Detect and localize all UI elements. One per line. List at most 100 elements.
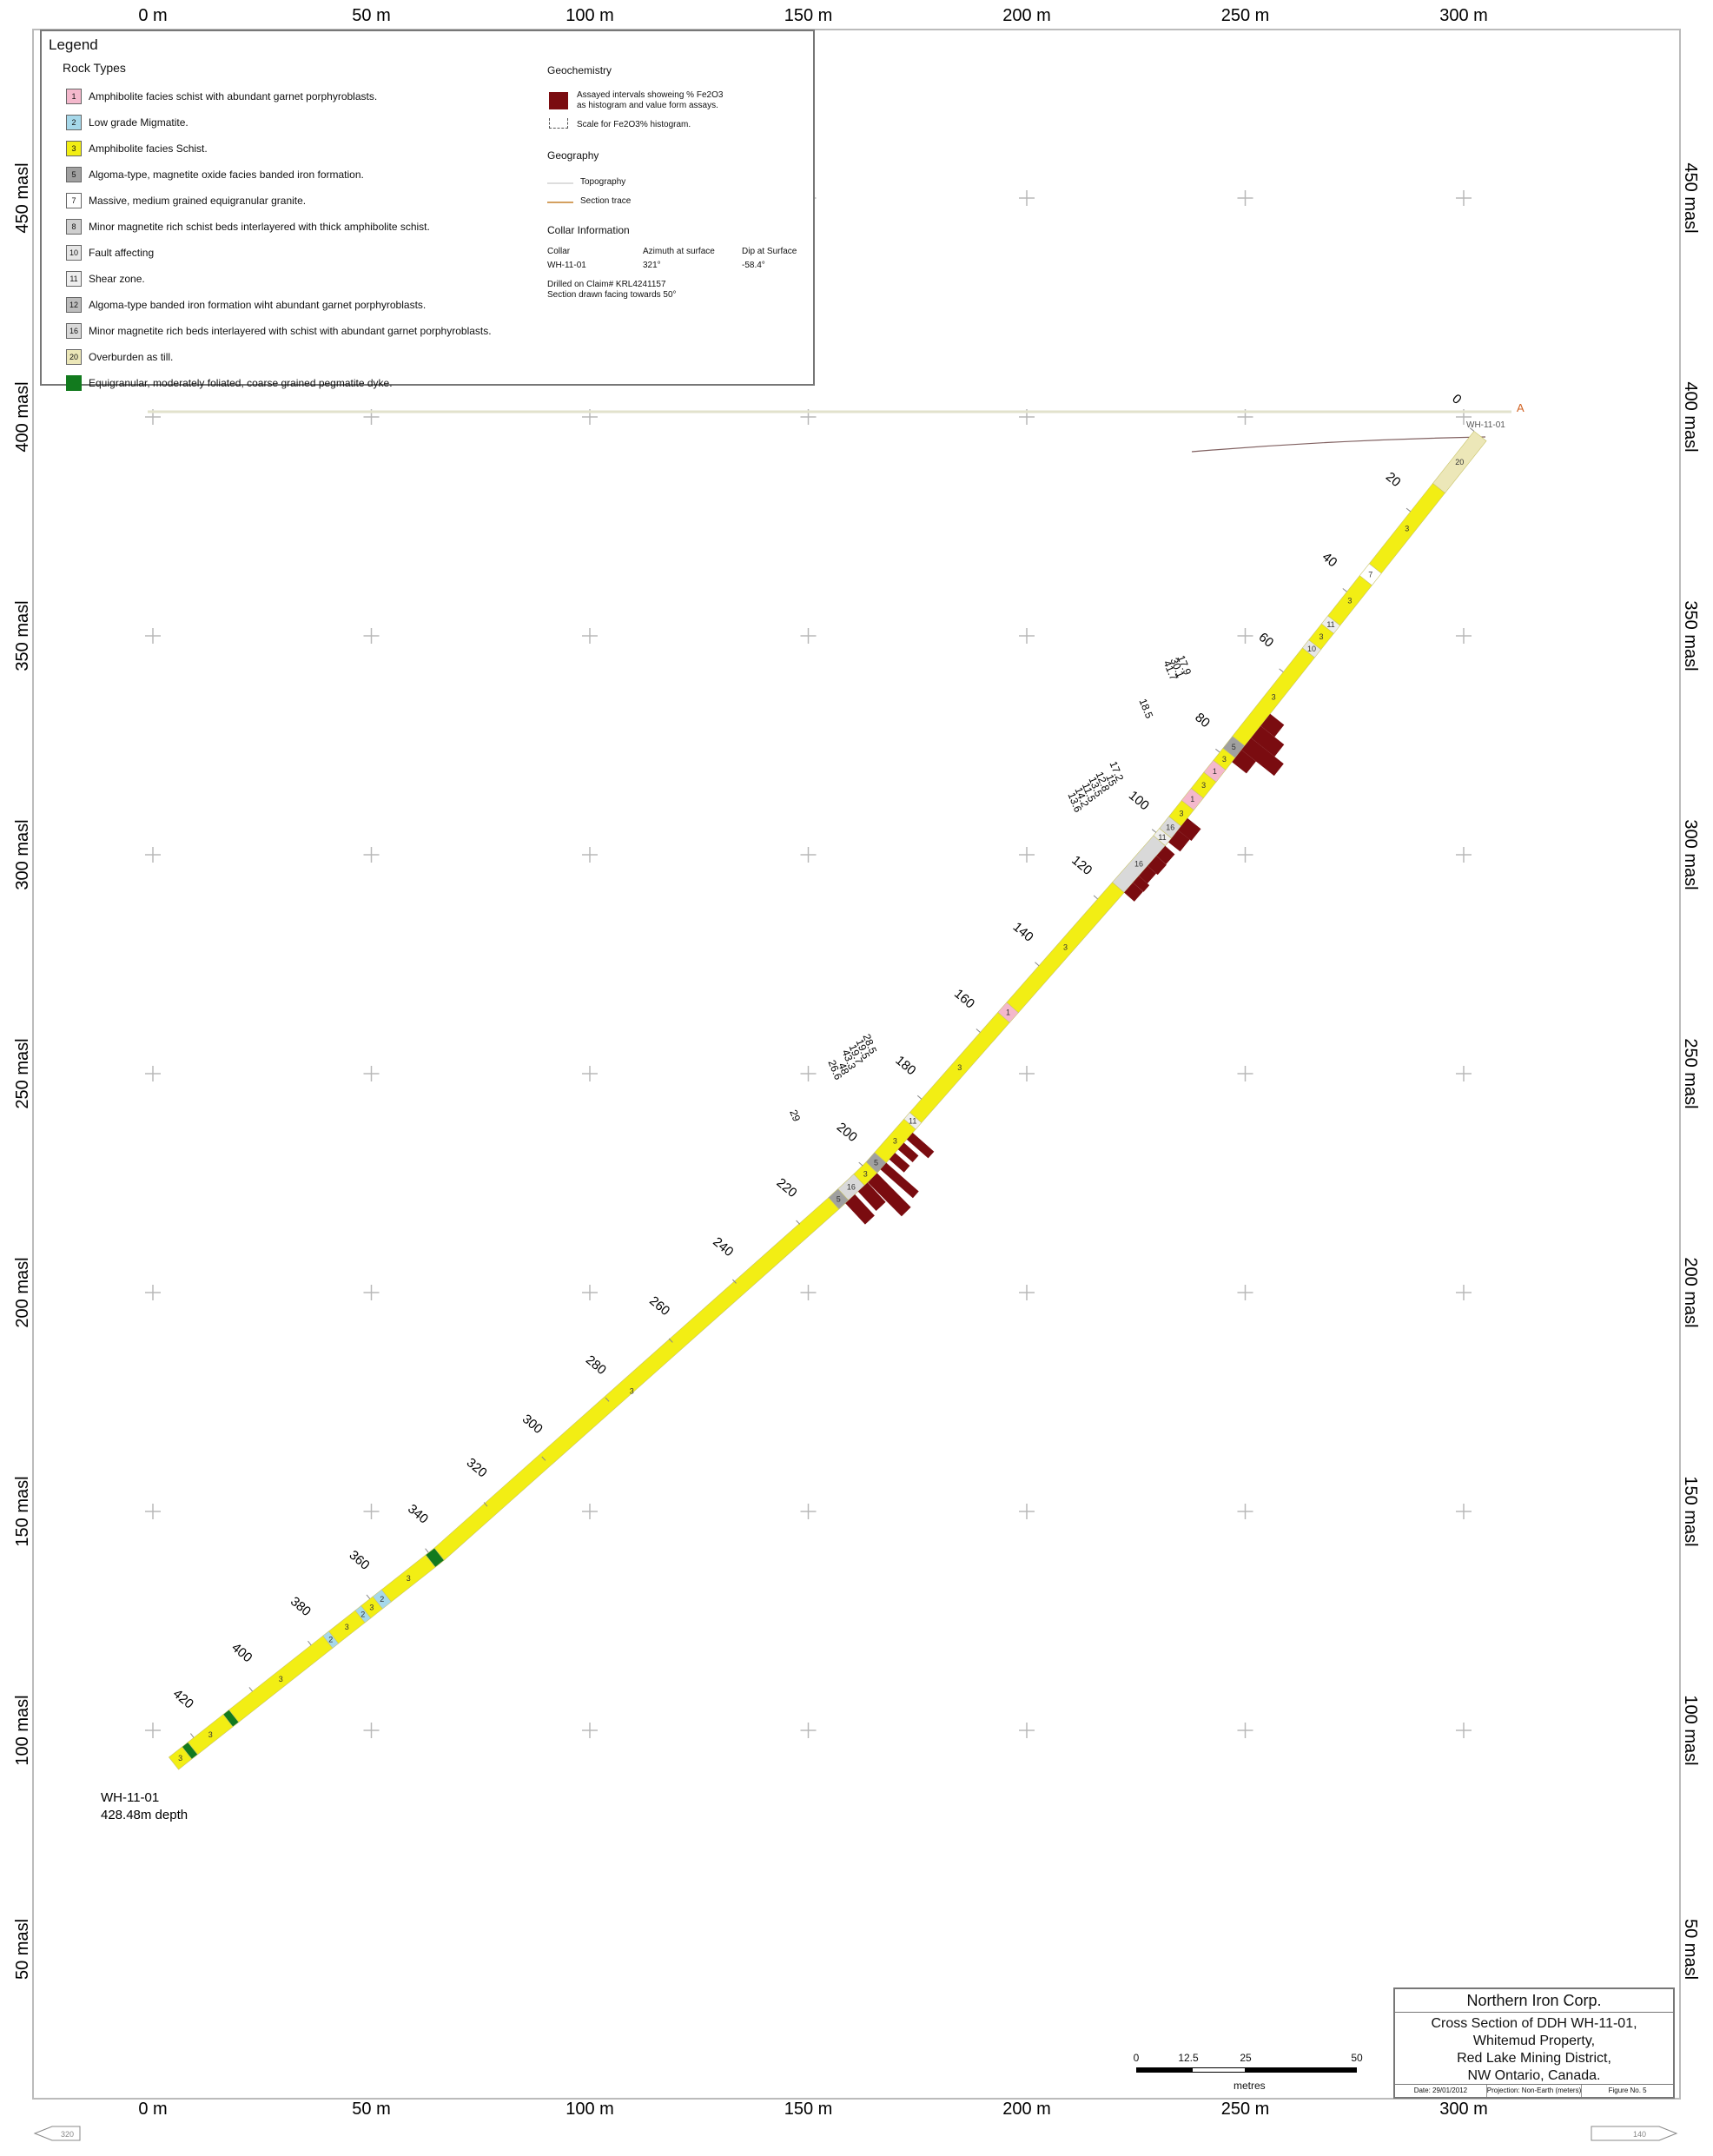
depth-tick-mark [1279,668,1284,672]
segment-code: 5 [1232,743,1236,751]
drilled-on-claim: Drilled on Claim# KRL4241157 [547,280,666,289]
segment-code: 5 [874,1158,878,1167]
depth-tick: 160 [951,986,977,1011]
rock-type-swatch: 1 [66,89,82,104]
rock-type-swatch: 16 [66,323,82,339]
title-line-4: NW Ontario, Canada. [1467,2068,1601,2083]
depth-tick: 280 [583,1352,609,1378]
assay-bar [1124,883,1143,902]
y-axis-label: 350 masl [1681,600,1700,671]
depth-tick-mark [605,1397,610,1402]
rock-type-label: Overburden as till. [89,351,174,363]
depth-tick: 340 [405,1501,431,1526]
title-description: Cross Section of DDH WH-11-01, Whitemud … [1395,2015,1673,2085]
y-axis-label: 400 masl [1681,381,1700,452]
scale-unit: metres [1233,2080,1266,2092]
assay-histogram [845,713,1285,1225]
collar-col2: Azimuth at surface [643,247,715,256]
segment-code: 3 [1405,524,1409,532]
rock-type-item: Equigranular, moderately foliated, coars… [66,370,552,396]
rock-type-item: 2 Low grade Migmatite. [66,109,552,136]
depth-tick: 80 [1192,710,1213,731]
x-axis-label: 150 m [784,2100,833,2119]
section-trace-line [1191,436,1486,453]
x-axis-label: 100 m [565,6,614,25]
segment-code: 3 [208,1730,213,1739]
depth-tick-mark [1405,507,1412,513]
rock-types-list: 1 Amphibolite facies schist with abundant… [66,83,552,396]
rock-type-swatch [66,375,82,391]
depth-tick: 180 [892,1053,918,1078]
geochem-scale: Scale for Fe2O3% histogram. [577,120,691,129]
assay-value: 15 [1103,772,1119,788]
y-axis-label: 450 masl [1681,162,1700,233]
geochem-heading: Geochemistry [547,64,612,76]
x-axis-label: 0 m [138,6,167,25]
segment-code: 3 [1201,781,1206,790]
map-frame [32,29,1681,2100]
depth-tick: 380 [288,1594,314,1619]
y-axis-left: 450 masl 400 masl 350 masl 300 masl 250 masl… [13,162,32,1980]
assay-bar [1156,845,1175,864]
rock-type-label: Algoma-type, magnetite oxide facies band… [89,169,364,181]
x-axis-label: 250 m [1221,2100,1270,2119]
scale-segment-2 [1192,2067,1246,2073]
segment-code: 3 [1179,809,1183,817]
y-axis-label: 250 masl [1681,1038,1700,1108]
segment-code: 3 [1222,755,1227,764]
collar-val1: WH-11-01 [547,261,586,270]
segment-code: 1 [1006,1009,1010,1017]
scale-tick-12-5: 12.5 [1178,2052,1199,2064]
depth-tick: 400 [228,1640,255,1665]
scale-segment-1 [1136,2067,1192,2073]
depth-tick: 20 [1383,469,1404,490]
title-line-2: Whitemud Property, [1472,2034,1596,2048]
y-axis-label: 50 masl [1681,1919,1700,1980]
x-axis-label: 200 m [1002,6,1051,25]
y-axis-label: 400 masl [13,381,32,452]
depth-tick-mark [1342,588,1347,592]
rock-type-label: Fault affecting [89,247,155,259]
collar-val3: -58.4° [742,261,765,270]
segment-code: 11 [1326,620,1334,629]
title-projection: Projection: Non-Earth (meters) [1487,2085,1583,2097]
rock-type-swatch: 2 [66,115,82,130]
histogram-scale-icon [549,118,568,129]
segment-code: 3 [369,1603,374,1611]
depth-tick: 60 [1256,630,1277,651]
segment-code: 5 [837,1194,841,1203]
depth-tick: 240 [710,1234,736,1260]
rock-type-swatch: 8 [66,219,82,235]
x-axis-top: 0 m 50 m 100 m 150 m 200 m 250 m 300 m [138,6,1487,25]
x-axis-label: 50 m [352,2100,390,2119]
assay-bar [857,1182,886,1211]
rock-type-swatch: 10 [66,245,82,261]
segment-code: 1 [1190,795,1194,804]
rock-type-swatch: 7 [66,193,82,208]
assay-bar [1148,856,1167,876]
depth-tick-mark [248,1687,253,1692]
assay-bar [906,1133,935,1159]
depth-tick-mark [858,1161,863,1167]
depth-tick-mark [732,1279,737,1284]
assay-bar [1139,865,1156,884]
x-axis-bottom: 0 m 50 m 100 m 150 m 200 m 250 m 300 m [138,2100,1487,2119]
assay-bar [880,1162,919,1199]
assay-bar [1241,737,1284,777]
svg-text:140: 140 [1633,2130,1646,2139]
rock-type-swatch: 5 [66,167,82,182]
title-figure-no: Figure No. 5 [1608,2087,1647,2094]
topography-line-icon [547,182,573,184]
title-footer: Date: 29/01/2012 Projection: Non-Earth (… [1395,2084,1673,2097]
x-axis-label: 300 m [1439,6,1488,25]
depth-tick: 0 [1449,392,1464,407]
depth-tick-mark [483,1502,488,1507]
grid-crosses [145,190,1472,1738]
assay-value: 29 [787,1108,803,1123]
collar-heading: Collar Information [547,224,630,236]
rock-type-item: 20 Overburden as till. [66,344,552,370]
depth-tick: 100 [1126,788,1152,813]
section-facing: Section drawn facing towards 50° [547,290,677,300]
scale-tick-0: 0 [1133,2052,1140,2064]
section-trace-line-icon [547,202,573,203]
